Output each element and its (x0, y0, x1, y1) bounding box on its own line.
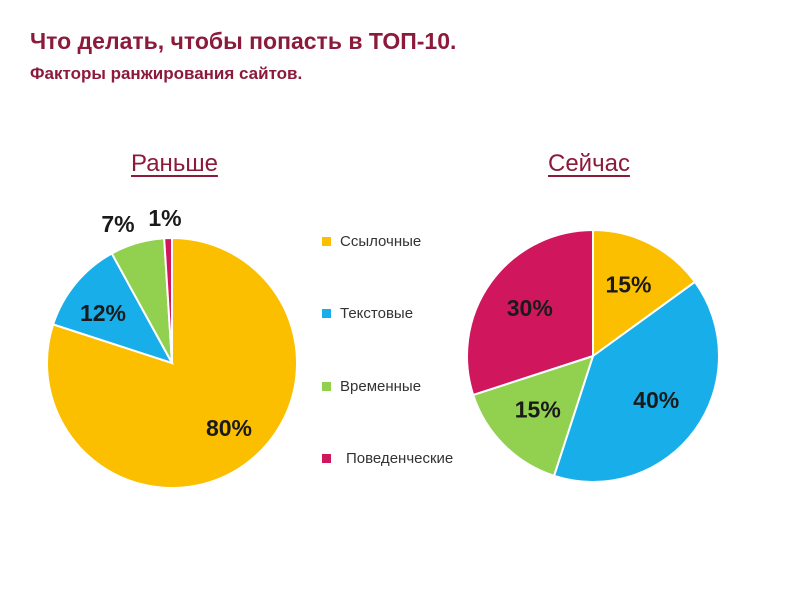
pie-label-now-text: 40% (633, 387, 679, 413)
legend-item-behavior: Поведенческие (322, 450, 453, 467)
pie-label-before-text: 12% (80, 300, 126, 326)
legend-swatch-text (322, 309, 331, 318)
pie-slice-before-behavior (163, 236, 173, 364)
legend-item-text: Текстовые (322, 305, 413, 322)
pie-label-now-links: 15% (605, 271, 651, 297)
legend-swatch-links (322, 237, 331, 246)
chart-title-now: Сейчас (548, 150, 630, 177)
pie-slice-now-behavior (466, 228, 594, 397)
page-subtitle: Факторы ранжирования сайтов. (30, 64, 303, 83)
chart-title-before: Раньше (131, 150, 218, 177)
legend-swatch-behavior (322, 454, 331, 463)
legend-label-time: Временные (340, 378, 422, 395)
pie-label-before-behavior: 1% (148, 205, 181, 231)
pie-slice-now-links (592, 228, 697, 358)
page-title: Что делать, чтобы попасть в ТОП-10. (30, 28, 457, 54)
legend-label-text: Текстовые (340, 305, 414, 322)
legend-swatch-time (322, 382, 331, 391)
pie-slice-now-text (552, 280, 720, 483)
legend-label-behavior: Поведенческие (346, 450, 454, 467)
pie-label-now-behavior: 30% (507, 295, 553, 321)
pie-chart-before: 80% 12% 7% 1% (46, 205, 298, 489)
legend-item-links: Ссылочные (322, 233, 421, 250)
pie-slice-before-text (51, 252, 175, 365)
pie-label-now-time: 15% (515, 396, 561, 422)
pie-label-before-time: 7% (101, 211, 134, 237)
legend-label-links: Ссылочные (340, 233, 422, 250)
pie-chart-now: 15% 40% 15% 30% (466, 228, 720, 483)
legend-item-time: Временные (322, 378, 421, 395)
pie-label-before-links: 80% (206, 415, 252, 441)
